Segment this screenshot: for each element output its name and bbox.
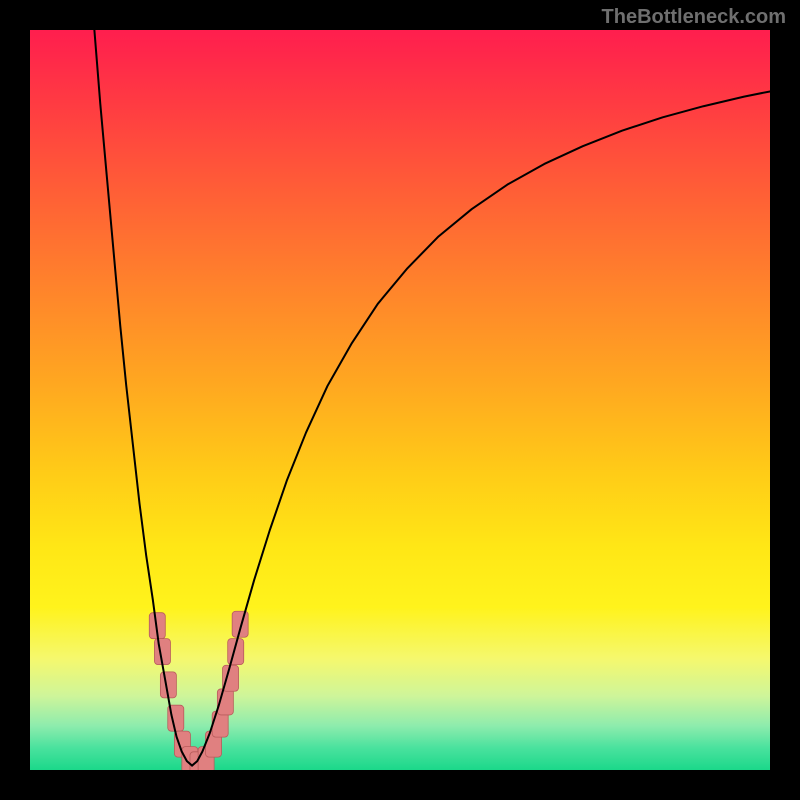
chart-root: TheBottleneck.com: [0, 0, 800, 800]
chart-svg: [0, 0, 800, 800]
